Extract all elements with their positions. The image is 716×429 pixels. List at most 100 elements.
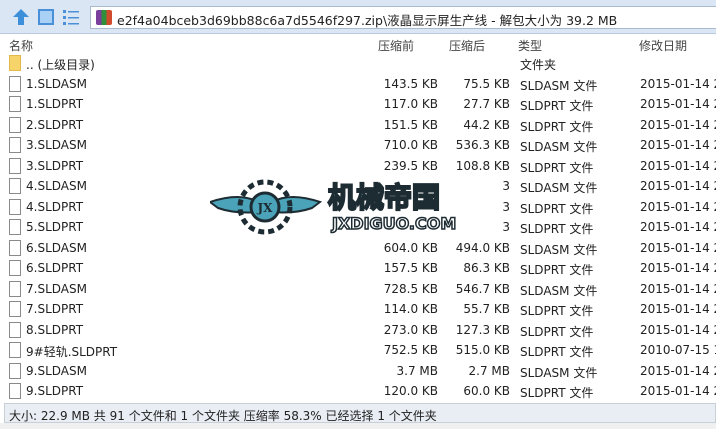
size-before: 604.0 KB [383, 240, 438, 255]
file-name: 6.SLDPRT [26, 261, 84, 275]
status-bar: 大小: 22.9 MB 共 91 个文件和 1 个文件夹 压缩率 58.3% 已… [4, 403, 716, 423]
file-type: SLDASM 文件 [520, 181, 598, 195]
size-after: 2.7 MB [468, 363, 510, 378]
file-type: SLDASM 文件 [520, 283, 598, 298]
file-row[interactable]: 7.SLDPRT 114.0 KB 55.7 KB SLDPRT 文件 2015… [0, 299, 716, 319]
size-after: 108.8 KB [455, 158, 510, 173]
file-name: 1.SLDASM [26, 76, 87, 91]
file-row[interactable]: 1.SLDPRT 117.0 KB 27.7 KB SLDPRT 文件 2015… [0, 94, 716, 114]
size-after: 75.5 KB [463, 76, 510, 91]
size-before: 114.0 KB [383, 302, 438, 316]
zip-archive-icon [96, 10, 112, 25]
up-arrow-icon[interactable] [12, 8, 30, 26]
file-icon [9, 280, 21, 297]
column-header: 名称 压缩前 压缩后 类型 修改日期 [0, 35, 716, 53]
file-icon [9, 301, 21, 317]
file-name: 7.SLDASM [26, 281, 87, 296]
size-before: 273.0 KB [383, 322, 438, 337]
file-row[interactable]: 7.SLDASM 728.5 KB 546.7 KB SLDASM 文件 201… [0, 279, 716, 299]
size-after: 127.3 KB [455, 322, 510, 337]
file-icon [9, 178, 21, 194]
folder-icon [9, 55, 21, 71]
file-row[interactable]: 3.SLDPRT 239.5 KB 108.8 KB SLDPRT 文件 201… [0, 156, 716, 176]
modified-date: 2015-01-14 2 [640, 384, 716, 398]
file-row[interactable]: 9.SLDPRT 120.0 KB 60.0 KB SLDPRT 文件 2015… [0, 381, 716, 401]
file-type: SLDPRT 文件 [520, 160, 594, 175]
size-after: 55.7 KB [463, 302, 510, 316]
file-type: SLDASM 文件 [520, 365, 598, 380]
size-before: 728.5 KB [383, 281, 438, 296]
file-icon [9, 362, 21, 379]
file-name: 5.SLDPRT [26, 220, 84, 234]
modified-date: 2015-01-14 2 [640, 117, 716, 132]
size-before: 157.5 KB [383, 261, 438, 275]
watermark-en: JXDIGUO.COM [331, 214, 456, 233]
column-type[interactable]: 类型 [518, 39, 543, 53]
file-name: 1.SLDPRT [26, 97, 84, 111]
file-name: 9#轻轨.SLDPRT [26, 345, 118, 359]
file-row[interactable]: 1.SLDASM 143.5 KB 75.5 KB SLDASM 文件 2015… [0, 74, 716, 94]
size-before: 120.0 KB [383, 384, 438, 398]
file-icon [9, 116, 21, 133]
modified-date: 2015-01-14 2 [640, 302, 716, 316]
file-row[interactable]: 2.SLDPRT 151.5 KB 44.2 KB SLDPRT 文件 2015… [0, 115, 716, 135]
file-type: SLDPRT 文件 [520, 386, 594, 400]
file-icon [9, 219, 21, 235]
list-view-icon[interactable] [62, 8, 80, 26]
size-after: 536.3 KB [455, 138, 510, 152]
modified-date: 2015-01-14 2 [640, 363, 716, 378]
file-icon [9, 198, 21, 215]
size-before: 3.7 MB [396, 363, 438, 378]
modified-date: 2015-01-14 2 [640, 261, 716, 275]
modified-date: 2015-01-14 2 [640, 220, 716, 234]
size-before: 239.5 KB [383, 158, 438, 173]
file-row[interactable]: 8.SLDPRT 273.0 KB 127.3 KB SLDPRT 文件 201… [0, 320, 716, 340]
column-after[interactable]: 压缩后 [449, 39, 486, 53]
modified-date: 2015-01-14 2 [640, 179, 716, 193]
file-type: SLDPRT 文件 [520, 345, 594, 359]
size-before: 117.0 KB [383, 97, 438, 111]
file-type: SLDPRT 文件 [520, 324, 594, 339]
address-bar[interactable]: e2f4a04bceb3d69bb88c6a7d5546f297.zip\液晶显… [90, 6, 716, 29]
file-row[interactable]: 9.SLDASM 3.7 MB 2.7 MB SLDASM 文件 2015-01… [0, 361, 716, 381]
file-type: SLDPRT 文件 [520, 119, 594, 134]
file-type: SLDPRT 文件 [520, 222, 594, 236]
file-name: 7.SLDPRT [26, 302, 84, 316]
file-name: 3.SLDASM [26, 138, 87, 152]
modified-date: 2015-01-14 2 [640, 97, 716, 111]
size-before: 143.5 KB [383, 76, 438, 91]
file-icon [9, 157, 21, 174]
file-type: SLDASM 文件 [520, 140, 598, 154]
file-name: 3.SLDPRT [26, 158, 84, 173]
file-row[interactable]: 3.SLDASM 710.0 KB 536.3 KB SLDASM 文件 201… [0, 135, 716, 155]
file-row[interactable]: 6.SLDPRT 157.5 KB 86.3 KB SLDPRT 文件 2015… [0, 258, 716, 278]
watermark-cn: 机械帝国 [328, 181, 440, 214]
file-row[interactable]: 5.SLDPRT 3 SLDPRT 文件 2015-01-14 2 [0, 217, 716, 237]
address-text: e2f4a04bceb3d69bb88c6a7d5546f297.zip\液晶显… [117, 13, 618, 28]
size-after: 494.0 KB [455, 240, 510, 255]
file-row[interactable]: 4.SLDPRT 3 SLDPRT 文件 2015-01-14 2 [0, 197, 716, 217]
file-row[interactable]: 4.SLDASM 3 SLDASM 文件 2015-01-14 2 [0, 176, 716, 196]
file-icon [9, 342, 21, 358]
column-date[interactable]: 修改日期 [639, 39, 688, 53]
thumbnail-view-icon[interactable] [37, 8, 55, 26]
file-type: SLDASM 文件 [520, 242, 598, 257]
size-before: 151.5 KB [383, 117, 438, 132]
file-row[interactable]: 6.SLDASM 604.0 KB 494.0 KB SLDASM 文件 201… [0, 238, 716, 258]
file-row[interactable]: .. (上级目录) 文件夹 [0, 53, 716, 73]
file-row[interactable]: 9#轻轨.SLDPRT 752.5 KB 515.0 KB SLDPRT 文件 … [0, 340, 716, 360]
size-before: 752.5 KB [383, 343, 438, 357]
modified-date: 2015-01-14 2 [640, 158, 716, 173]
file-icon [9, 321, 21, 338]
modified-date: 2015-01-14 2 [640, 240, 716, 255]
file-name: 9.SLDPRT [26, 384, 84, 398]
column-before[interactable]: 压缩前 [378, 39, 415, 53]
size-after: 27.7 KB [463, 97, 510, 111]
column-name[interactable]: 名称 [9, 39, 34, 53]
file-name: 9.SLDASM [26, 363, 87, 378]
file-type: SLDPRT 文件 [520, 304, 594, 318]
modified-date: 2015-01-14 2 [640, 76, 716, 91]
file-type: SLDPRT 文件 [520, 99, 594, 113]
watermark-badge: JX [257, 201, 274, 215]
file-type: SLDASM 文件 [520, 78, 598, 93]
